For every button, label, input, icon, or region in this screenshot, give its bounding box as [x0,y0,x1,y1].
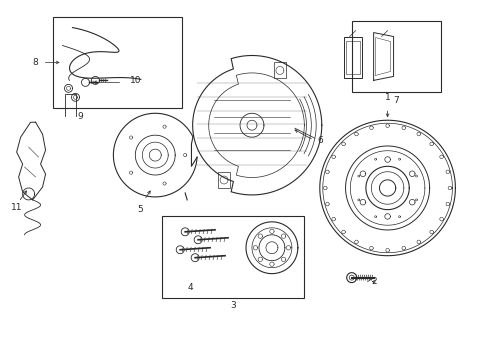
Bar [162,216,304,298]
Text: 2: 2 [371,277,377,286]
Text: 11: 11 [11,203,22,212]
Bar [65,94,76,108]
Text: 10: 10 [129,76,141,85]
Bar [52,17,182,108]
Text: 4: 4 [187,283,193,292]
Bar [218,172,230,188]
Bar [346,41,360,75]
Text: 7: 7 [393,96,399,105]
Bar [343,37,362,78]
Text: 3: 3 [230,301,236,310]
Bar [352,21,441,92]
Text: 1: 1 [385,93,391,102]
Bar [274,62,286,78]
Text: 5: 5 [137,205,143,214]
Text: 9: 9 [77,112,83,121]
Text: 8: 8 [33,58,39,67]
Text: 6: 6 [318,136,323,145]
